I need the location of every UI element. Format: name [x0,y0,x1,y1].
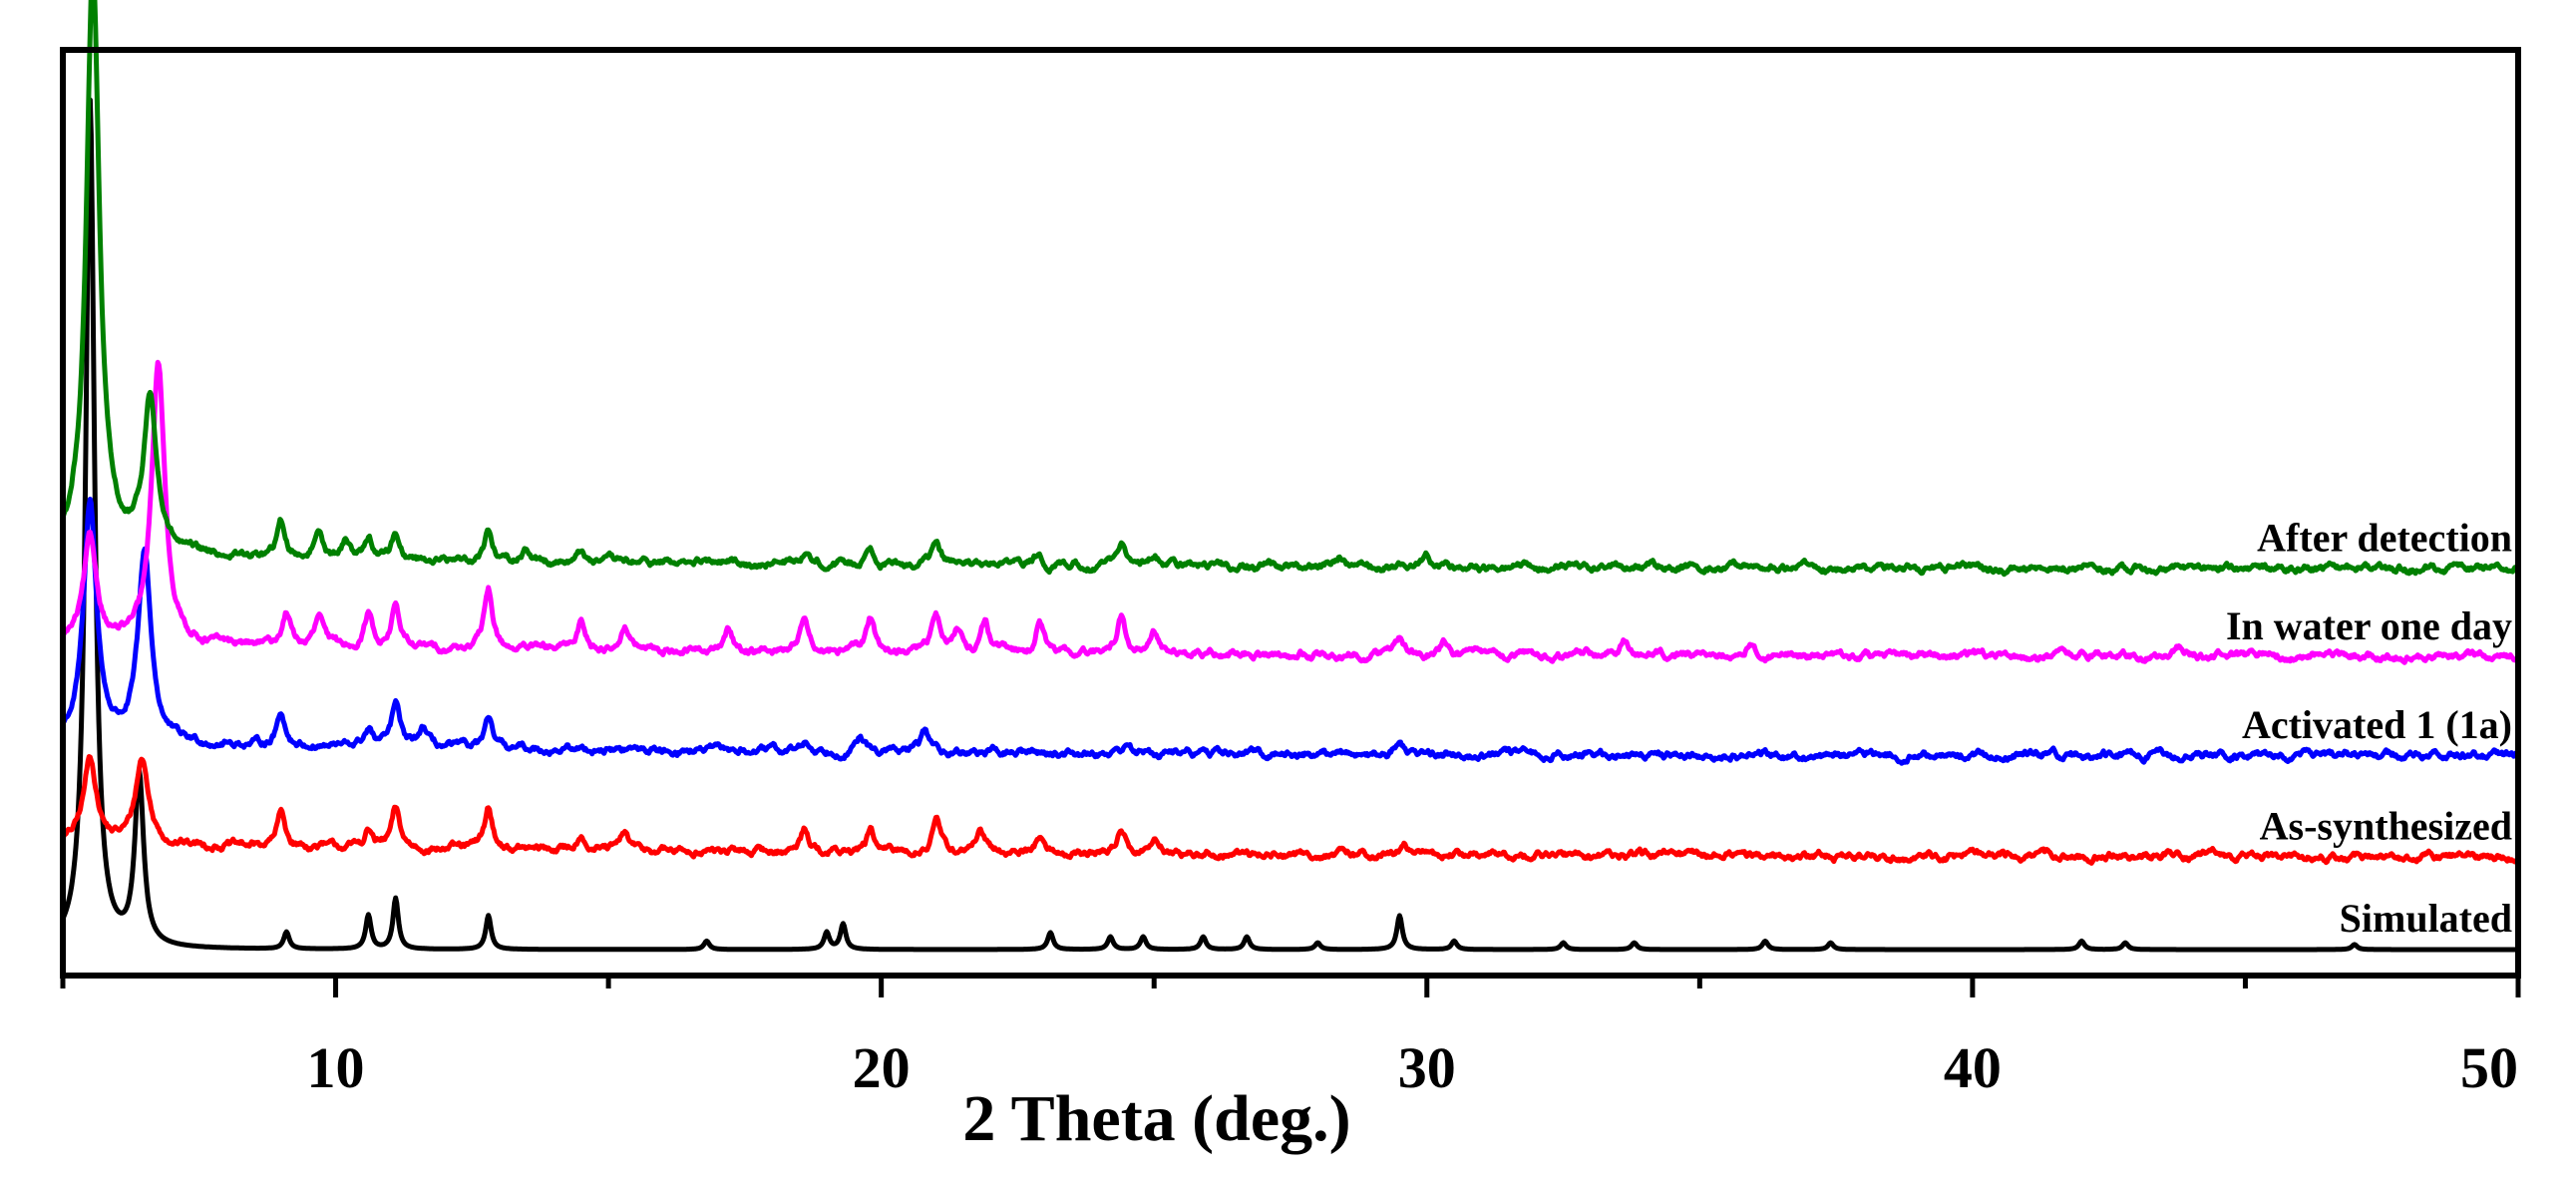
series-label: Activated 1 (1a) [2242,702,2512,747]
series-label-layer: Simulated As-synthesized Activated 1 (1a) I… [2226,515,2512,941]
series-line-simulated [60,97,2520,953]
x-tick-layer: 10 20 30 40 50 [60,976,2521,1100]
series-label: In water one day [2226,603,2512,648]
x-tick-label: 20 [853,1035,911,1100]
series-line-activated-1-1a [61,496,2520,766]
x-axis-title: 2 Theta (deg.) [962,1082,1350,1155]
series-label: As-synthesized [2260,803,2512,848]
x-tick-label: 40 [1944,1035,2002,1100]
series-label: Simulated [2340,896,2512,941]
series-line-after-detection [60,0,2521,578]
plot-frame [60,47,2521,979]
series-layer [60,0,2521,953]
x-tick-label: 50 [2460,1035,2518,1100]
series-label: After detection [2257,515,2512,560]
x-tick-label: 10 [307,1035,365,1100]
series-line-as-synthesized [60,754,2520,866]
series-line-in-water-one-day [60,359,2520,665]
x-tick-label: 30 [1398,1035,1456,1100]
